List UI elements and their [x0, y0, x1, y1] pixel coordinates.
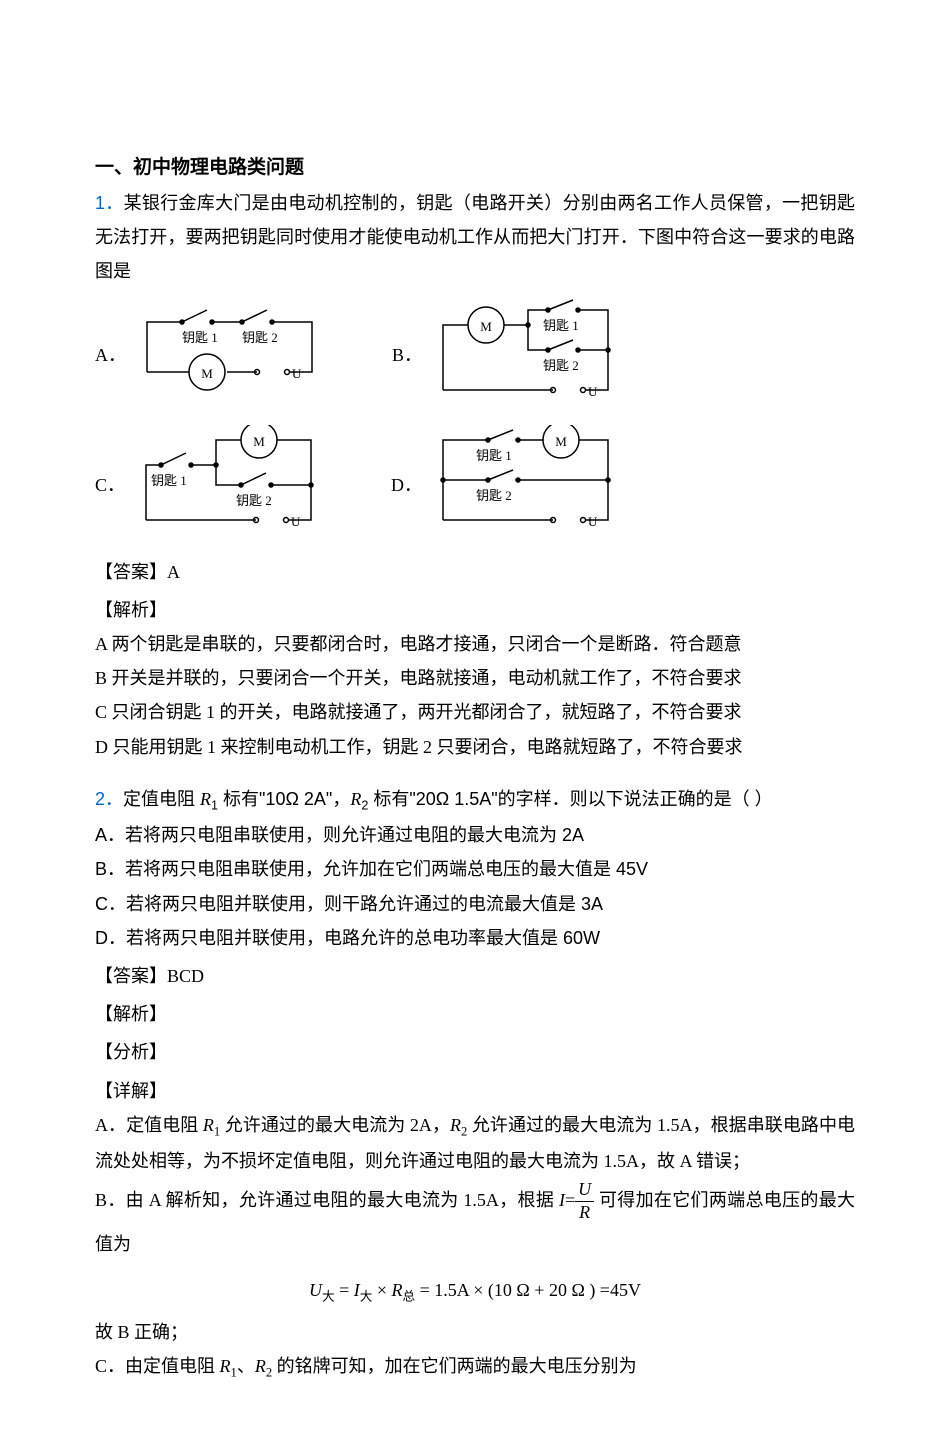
q1-explain-A: A 两个钥匙是串联的，只要都闭合时，电路才接通，只闭合一个是断路．符合题意 — [95, 627, 855, 661]
q2-detail-A-1: A．定值电阻 — [95, 1115, 203, 1135]
U-label: U — [588, 384, 598, 399]
q2-analysis-label: 【分析】 — [95, 1035, 855, 1069]
q2-optD: D．若将两只电阻并联使用，电路允许的总电功率最大值是 60W — [95, 921, 855, 955]
q1-options-row2: C． — [95, 425, 855, 545]
q1-number: 1． — [95, 193, 124, 213]
var-R2: R — [255, 1356, 266, 1376]
q2-detail-C-2: 、 — [237, 1356, 255, 1376]
motor-label: M — [480, 319, 492, 334]
q2-detail-B-end: 故 B 正确； — [95, 1315, 855, 1349]
page: 一、初中物理电路类问题 1．某银行金库大门是由电动机控制的，钥匙（电路开关）分别… — [0, 0, 945, 1446]
q2-detail-A: A．定值电阻 R1 允许通过的最大电流为 2A，R2 允许通过的最大电流为 1.… — [95, 1108, 855, 1179]
q1-options-row1: A． — [95, 295, 855, 415]
q1-option-B: B． — [392, 295, 628, 415]
U-label: U — [292, 366, 302, 381]
q1-explain-B: B 开关是并联的，只要闭合一个开关，电路就接通，电动机就工作了，不符合要求 — [95, 661, 855, 695]
q2-stem-mid2: 标有"20Ω 1.5A"的字样．则以下说法正确的是（ ） — [368, 789, 772, 809]
q1-option-C: C． — [95, 425, 331, 545]
key2-label: 钥匙 2 — [242, 330, 278, 345]
q1-explain-label: 【解析】 — [95, 593, 855, 627]
q1-stem-text: 某银行金库大门是由电动机控制的，钥匙（电路开关）分别由两名工作人员保管，一把钥匙… — [95, 193, 855, 281]
q1-optC-label: C． — [95, 468, 125, 502]
var-R1: R — [203, 1115, 214, 1135]
q1-explain-D: D 只能用钥匙 1 来控制电动机工作，钥匙 2 只要闭合，电路就短路了，不符合要… — [95, 730, 855, 764]
motor-label: M — [253, 434, 265, 449]
sub-1: 1 — [211, 798, 218, 812]
circuit-B-diagram: M 钥匙 1 钥匙 2 U — [428, 295, 628, 415]
q2-optB: B．若将两只电阻串联使用，允许加在它们两端总电压的最大值是 45V — [95, 852, 855, 886]
U-label: U — [291, 514, 301, 529]
var-R1: R — [220, 1356, 231, 1376]
q1-optD-label: D． — [391, 468, 422, 502]
circuit-A-diagram: M 钥匙 1 钥匙 2 U — [132, 302, 332, 407]
q2-stem-mid1: 标有"10Ω 2A"， — [218, 789, 350, 809]
fraction-U-over-R: UR — [575, 1179, 594, 1223]
var-R2: R — [350, 789, 361, 809]
U-label: U — [588, 514, 598, 529]
q2-detail-label: 【详解】 — [95, 1074, 855, 1108]
q2-optC: C．若将两只电阻并联使用，则干路允许通过的电流最大值是 3A — [95, 887, 855, 921]
key1-label: 钥匙 1 — [151, 473, 187, 488]
q2-detail-A-2: 允许通过的最大电流为 2A， — [220, 1115, 450, 1135]
spacer — [95, 764, 855, 782]
q1-optB-label: B． — [392, 338, 422, 372]
q2-optA: A．若将两只电阻串联使用，则允许通过电阻的最大电流为 2A — [95, 818, 855, 852]
key2-label: 钥匙 2 — [543, 358, 579, 373]
section-title: 一、初中物理电路类问题 — [95, 150, 855, 186]
q1-optA-label: A． — [95, 338, 126, 372]
q2-explain-label: 【解析】 — [95, 997, 855, 1031]
q2-detail-B-1: B．由 A 解析知，允许通过电阻的最大电流为 1.5A，根据 — [95, 1190, 559, 1210]
q2-stem: 2．定值电阻 R1 标有"10Ω 2A"，R2 标有"20Ω 1.5A"的字样．… — [95, 782, 855, 819]
q2-formula-B: U大 = I大 × R总 = 1.5A × (10 Ω + 20 Ω ) =45… — [95, 1273, 855, 1310]
q2-stem-pre: 定值电阻 — [123, 789, 200, 809]
q1-explain-C: C 只闭合钥匙 1 的开关，电路就接通了，两开光都闭合了，就短路了，不符合要求 — [95, 695, 855, 729]
q2-detail-B: B．由 A 解析知，允许通过电阻的最大电流为 1.5A，根据 I=UR 可得加在… — [95, 1179, 855, 1267]
var-R2: R — [450, 1115, 461, 1135]
q2-detail-C: C．由定值电阻 R1、R2 的铭牌可知，加在它们两端的最大电压分别为 — [95, 1349, 855, 1386]
q2-number: 2． — [95, 789, 123, 809]
q1-option-A: A． — [95, 302, 332, 407]
motor-label: M — [555, 434, 567, 449]
var-I: I — [559, 1190, 565, 1210]
q1-stem: 1．某银行金库大门是由电动机控制的，钥匙（电路开关）分别由两名工作人员保管，一把… — [95, 186, 855, 289]
q2-detail-C-1: C．由定值电阻 — [95, 1356, 220, 1376]
key1-label: 钥匙 1 — [182, 330, 218, 345]
q2-answer: 【答案】BCD — [95, 959, 855, 993]
circuit-C-diagram: M 钥匙 1 钥匙 2 U — [131, 425, 331, 545]
q2-detail-C-3: 的铭牌可知，加在它们两端的最大电压分别为 — [272, 1356, 637, 1376]
q1-answer: 【答案】A — [95, 555, 855, 589]
key1-label: 钥匙 1 — [543, 318, 579, 333]
key2-label: 钥匙 2 — [236, 493, 272, 508]
var-R1: R — [200, 789, 211, 809]
key2-label: 钥匙 2 — [476, 488, 512, 503]
circuit-D-diagram: M 钥匙 1 钥匙 2 U — [428, 425, 628, 545]
key1-label: 钥匙 1 — [476, 448, 512, 463]
q1-option-D: D． — [391, 425, 628, 545]
motor-label: M — [201, 366, 213, 381]
